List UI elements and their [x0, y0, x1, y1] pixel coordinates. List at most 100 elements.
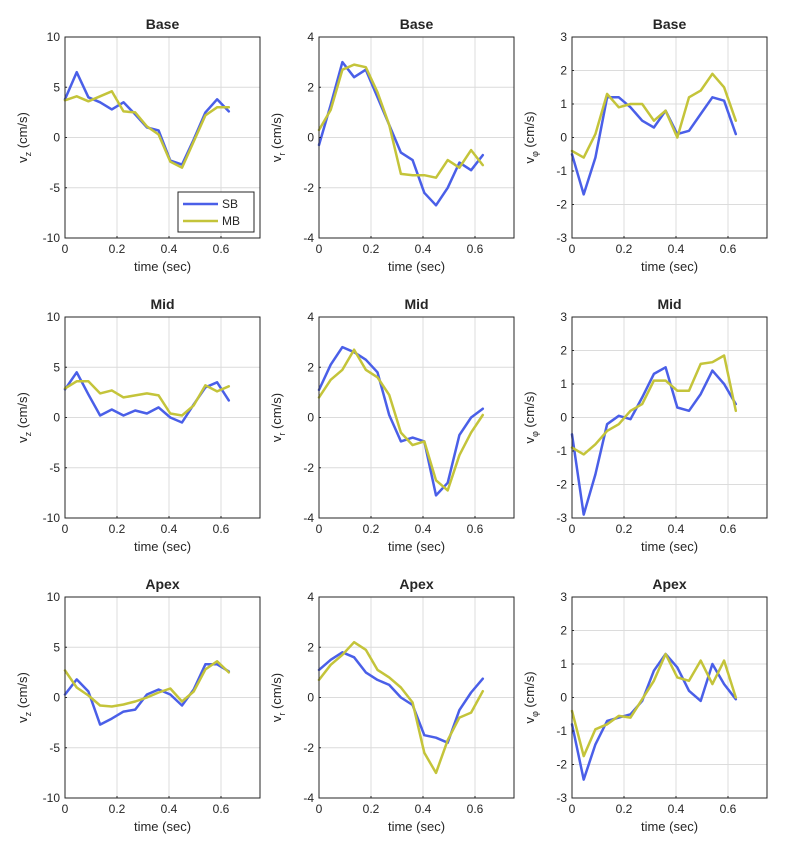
y-axis-label: vφ (cm/s) [522, 111, 540, 163]
y-tick-label: 2 [307, 360, 314, 374]
x-tick-label: 0.6 [213, 802, 230, 816]
series-line-sb [570, 366, 738, 516]
x-axis-label: time (sec) [641, 819, 698, 834]
subplot-8: 0 0.2 0.4 0.6 -4 -2 0 2 4 Apex time (sec) vr (cm/s) [269, 576, 515, 834]
y-axis-label: vr (cm/s) [269, 393, 287, 442]
subplot-title: Base [400, 16, 434, 32]
y-tick-label: 0 [53, 411, 60, 425]
y-tick-label: -5 [49, 741, 60, 755]
x-tick-label: 0.2 [109, 522, 126, 536]
x-axis-label: time (sec) [134, 819, 191, 834]
series-line-mb [63, 380, 231, 417]
x-tick-label: 0.4 [161, 522, 178, 536]
series-line-sb [317, 651, 485, 744]
legend-box [177, 191, 255, 233]
y-tick-label: -3 [556, 511, 567, 525]
y-tick-label: 5 [53, 640, 60, 654]
y-tick-label: -2 [556, 198, 567, 212]
y-tick-label: 0 [307, 411, 314, 425]
y-tick-label: -2 [303, 461, 314, 475]
x-tick-label: 0.6 [213, 242, 230, 256]
subplot-title: Mid [150, 296, 174, 312]
x-tick-label: 0.2 [363, 522, 380, 536]
y-tick-label: 3 [560, 30, 567, 44]
y-tick-label: -1 [556, 444, 567, 458]
subplot-title: Mid [657, 296, 681, 312]
y-tick-label: -5 [49, 181, 60, 195]
y-axis-label: vr (cm/s) [269, 113, 287, 162]
x-tick-label: 0 [62, 522, 69, 536]
x-tick-label: 0.4 [668, 522, 685, 536]
y-tick-label: 1 [560, 657, 567, 671]
y-tick-label: 4 [307, 30, 314, 44]
y-tick-label: 3 [560, 590, 567, 604]
series-line-mb [570, 354, 738, 456]
legend: SB MB [177, 191, 255, 233]
x-tick-label: 0.2 [363, 802, 380, 816]
x-tick-label: 0.6 [467, 522, 484, 536]
x-tick-label: 0.4 [161, 242, 178, 256]
y-tick-label: -10 [43, 511, 61, 525]
y-tick-label: 2 [560, 64, 567, 78]
y-tick-label: 0 [560, 691, 567, 705]
series-line-mb [63, 90, 231, 169]
y-tick-label: 0 [560, 411, 567, 425]
x-tick-label: 0.4 [668, 802, 685, 816]
subplot-5: 0 0.2 0.4 0.6 -4 -2 0 2 4 Mid time (sec) vr (cm/s) [269, 296, 515, 554]
y-tick-label: -4 [303, 791, 314, 805]
y-tick-label: -3 [556, 791, 567, 805]
x-tick-label: 0.2 [616, 242, 633, 256]
subplot-7: 0 0.2 0.4 0.6 -10 -5 0 5 10 Apex time (sec) vz (cm/… [15, 576, 261, 834]
x-axis-label: time (sec) [388, 259, 445, 274]
y-tick-label: 0 [560, 131, 567, 145]
x-tick-label: 0 [569, 522, 576, 536]
x-tick-label: 0.6 [720, 242, 737, 256]
legend-label-sb: SB [222, 197, 238, 211]
y-tick-label: 2 [560, 344, 567, 358]
x-tick-label: 0.6 [467, 802, 484, 816]
x-tick-label: 0.4 [161, 802, 178, 816]
x-tick-label: 0.4 [415, 242, 432, 256]
y-axis-label: vz (cm/s) [15, 672, 33, 723]
x-axis-label: time (sec) [134, 259, 191, 274]
y-tick-label: 0 [307, 131, 314, 145]
series-line-mb [570, 72, 738, 159]
series-line-mb [317, 640, 485, 775]
y-tick-label: 10 [47, 30, 61, 44]
x-tick-label: 0 [62, 802, 69, 816]
series-line-sb [570, 96, 738, 196]
y-axis-label: vz (cm/s) [15, 112, 33, 163]
y-tick-label: -4 [303, 231, 314, 245]
x-tick-label: 0.2 [616, 522, 633, 536]
y-tick-label: 2 [307, 80, 314, 94]
y-tick-label: -1 [556, 164, 567, 178]
y-tick-label: -10 [43, 231, 61, 245]
x-tick-label: 0 [316, 522, 323, 536]
y-tick-label: 2 [307, 640, 314, 654]
y-tick-label: -1 [556, 724, 567, 738]
x-axis-label: time (sec) [388, 539, 445, 554]
y-tick-label: -5 [49, 461, 60, 475]
y-tick-label: 4 [307, 590, 314, 604]
series-line-mb [317, 348, 485, 492]
x-tick-label: 0.2 [363, 242, 380, 256]
y-axis-label: vr (cm/s) [269, 673, 287, 722]
y-tick-label: 5 [53, 80, 60, 94]
y-tick-label: 3 [560, 310, 567, 324]
x-tick-label: 0 [316, 802, 323, 816]
subplot-9: 0 0.2 0.4 0.6 -3 -2 -1 0 1 2 3 Apex time (sec) vφ (cm… [522, 576, 768, 834]
subplot-6: 0 0.2 0.4 0.6 -3 -2 -1 0 1 2 3 Mid time (sec) vφ (cm/… [522, 296, 768, 554]
y-tick-label: 2 [560, 624, 567, 638]
x-tick-label: 0 [62, 242, 69, 256]
y-tick-label: -2 [556, 758, 567, 772]
x-axis-label: time (sec) [641, 539, 698, 554]
subplot-title: Apex [399, 576, 433, 592]
y-tick-label: 1 [560, 97, 567, 111]
y-tick-label: 10 [47, 310, 61, 324]
y-tick-label: -2 [556, 478, 567, 492]
subplot-title: Apex [145, 576, 179, 592]
y-tick-label: 4 [307, 310, 314, 324]
y-axis-label: vφ (cm/s) [522, 671, 540, 723]
x-tick-label: 0.2 [109, 802, 126, 816]
